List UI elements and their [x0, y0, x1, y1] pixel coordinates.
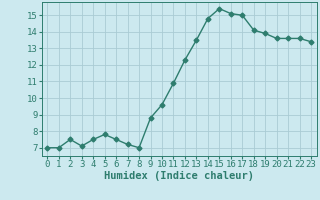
X-axis label: Humidex (Indice chaleur): Humidex (Indice chaleur) — [104, 171, 254, 181]
